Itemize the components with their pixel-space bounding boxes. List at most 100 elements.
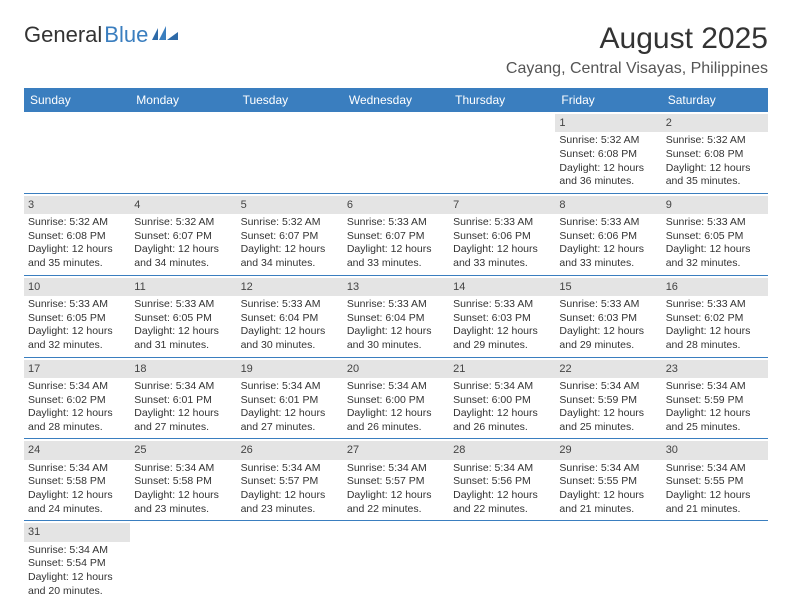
day-details: Sunrise: 5:33 AMSunset: 6:05 PMDaylight:… — [666, 216, 764, 271]
day-number: 18 — [130, 360, 236, 378]
weekday-header: Friday — [555, 88, 661, 112]
day-cell: 14 Sunrise: 5:33 AMSunset: 6:03 PMDayligh… — [449, 276, 555, 357]
day-cell: 20Sunrise: 5:34 AMSunset: 6:00 PMDayligh… — [343, 358, 449, 439]
day-details: Sunrise: 5:34 AMSunset: 5:58 PMDaylight:… — [134, 462, 232, 517]
week-row: 31 Sunrise: 5:34 AMSunset: 5:54 PMDayligh… — [24, 521, 768, 602]
page-root: GeneralBlue August 2025 Cayang, Central … — [0, 0, 792, 612]
day-number: 17 — [24, 360, 130, 378]
day-cell: 17 Sunrise: 5:34 AMSunset: 6:02 PMDayligh… — [24, 358, 130, 439]
logo: GeneralBlue — [24, 22, 178, 48]
day-details: Sunrise: 5:33 AMSunset: 6:03 PMDaylight:… — [453, 298, 551, 353]
day-cell: 5Sunrise: 5:32 AMSunset: 6:07 PMDaylight… — [237, 194, 343, 275]
day-details: Sunrise: 5:32 AMSunset: 6:08 PMDaylight:… — [559, 134, 657, 189]
day-number: 11 — [130, 278, 236, 296]
empty-cell — [662, 521, 768, 602]
day-number: 15 — [555, 278, 661, 296]
day-details: Sunrise: 5:33 AMSunset: 6:06 PMDaylight:… — [453, 216, 551, 271]
empty-cell — [343, 521, 449, 602]
day-cell: 25 Sunrise: 5:34 AMSunset: 5:58 PMDayligh… — [130, 439, 236, 520]
day-number: 19 — [237, 360, 343, 378]
day-details: Sunrise: 5:34 AMSunset: 5:58 PMDaylight:… — [28, 462, 126, 517]
day-cell: 2Sunrise: 5:32 AMSunset: 6:08 PMDaylight… — [662, 112, 768, 193]
empty-cell — [237, 112, 343, 193]
day-cell: 28 Sunrise: 5:34 AMSunset: 5:56 PMDayligh… — [449, 439, 555, 520]
day-details: Sunrise: 5:34 AMSunset: 5:56 PMDaylight:… — [453, 462, 551, 517]
logo-text-2: Blue — [104, 22, 148, 48]
logo-text-1: General — [24, 22, 102, 48]
day-details: Sunrise: 5:34 AMSunset: 5:55 PMDaylight:… — [666, 462, 764, 517]
day-details: Sunrise: 5:33 AMSunset: 6:05 PMDaylight:… — [134, 298, 232, 353]
week-row: 24Sunrise: 5:34 AMSunset: 5:58 PMDayligh… — [24, 439, 768, 521]
week-row: 3Sunrise: 5:32 AMSunset: 6:08 PMDaylight… — [24, 194, 768, 276]
day-number: 28 — [449, 441, 555, 459]
empty-cell — [343, 112, 449, 193]
day-cell: 7 Sunrise: 5:33 AMSunset: 6:06 PMDaylight… — [449, 194, 555, 275]
logo-flag-icon — [152, 26, 178, 44]
weekday-header: Sunday — [24, 88, 130, 112]
day-details: Sunrise: 5:34 AMSunset: 5:55 PMDaylight:… — [559, 462, 657, 517]
day-details: Sunrise: 5:34 AMSunset: 6:01 PMDaylight:… — [134, 380, 232, 435]
day-number: 12 — [237, 278, 343, 296]
header: GeneralBlue August 2025 Cayang, Central … — [24, 22, 768, 78]
weekday-header: Wednesday — [343, 88, 449, 112]
day-number: 2 — [662, 114, 768, 132]
day-details: Sunrise: 5:34 AMSunset: 5:59 PMDaylight:… — [666, 380, 764, 435]
day-number: 22 — [555, 360, 661, 378]
day-details: Sunrise: 5:34 AMSunset: 6:02 PMDaylight:… — [28, 380, 126, 435]
day-cell: 22 Sunrise: 5:34 AMSunset: 5:59 PMDayligh… — [555, 358, 661, 439]
day-cell: 3Sunrise: 5:32 AMSunset: 6:08 PMDaylight… — [24, 194, 130, 275]
day-cell: 24 Sunrise: 5:34 AMSunset: 5:58 PMDayligh… — [24, 439, 130, 520]
day-details: Sunrise: 5:32 AMSunset: 6:07 PMDaylight:… — [134, 216, 232, 271]
week-row: 10Sunrise: 5:33 AMSunset: 6:05 PMDayligh… — [24, 276, 768, 358]
day-number: 8 — [555, 196, 661, 214]
day-number: 14 — [449, 278, 555, 296]
day-cell: 26 Sunrise: 5:34 AMSunset: 5:57 PMDayligh… — [237, 439, 343, 520]
weekday-header-row: SundayMondayTuesdayWednesdayThursdayFrid… — [24, 88, 768, 112]
calendar: SundayMondayTuesdayWednesdayThursdayFrid… — [24, 88, 768, 602]
day-details: Sunrise: 5:33 AMSunset: 6:02 PMDaylight:… — [666, 298, 764, 353]
day-number: 13 — [343, 278, 449, 296]
day-number: 31 — [24, 523, 130, 541]
weekday-header: Tuesday — [237, 88, 343, 112]
week-row: 17 Sunrise: 5:34 AMSunset: 6:02 PMDayligh… — [24, 358, 768, 440]
empty-cell — [130, 521, 236, 602]
weekday-header: Saturday — [662, 88, 768, 112]
day-cell: 4 Sunrise: 5:32 AMSunset: 6:07 PMDaylight… — [130, 194, 236, 275]
day-details: Sunrise: 5:34 AMSunset: 6:01 PMDaylight:… — [241, 380, 339, 435]
empty-cell — [130, 112, 236, 193]
day-details: Sunrise: 5:33 AMSunset: 6:04 PMDaylight:… — [241, 298, 339, 353]
day-details: Sunrise: 5:32 AMSunset: 6:08 PMDaylight:… — [28, 216, 126, 271]
day-number: 26 — [237, 441, 343, 459]
empty-cell — [449, 112, 555, 193]
day-number: 25 — [130, 441, 236, 459]
day-details: Sunrise: 5:33 AMSunset: 6:03 PMDaylight:… — [559, 298, 657, 353]
title-block: August 2025 Cayang, Central Visayas, Phi… — [506, 22, 768, 78]
day-cell: 31 Sunrise: 5:34 AMSunset: 5:54 PMDayligh… — [24, 521, 130, 602]
day-cell: 8Sunrise: 5:33 AMSunset: 6:06 PMDaylight… — [555, 194, 661, 275]
day-number: 27 — [343, 441, 449, 459]
day-details: Sunrise: 5:34 AMSunset: 5:54 PMDaylight:… — [28, 544, 126, 599]
day-number: 29 — [555, 441, 661, 459]
day-number: 4 — [130, 196, 236, 214]
day-number: 5 — [237, 196, 343, 214]
day-number: 7 — [449, 196, 555, 214]
day-details: Sunrise: 5:33 AMSunset: 6:07 PMDaylight:… — [347, 216, 445, 271]
day-number: 24 — [24, 441, 130, 459]
week-row: 1 Sunrise: 5:32 AMSunset: 6:08 PMDaylight… — [24, 112, 768, 194]
empty-cell — [555, 521, 661, 602]
day-details: Sunrise: 5:34 AMSunset: 5:59 PMDaylight:… — [559, 380, 657, 435]
day-cell: 15 Sunrise: 5:33 AMSunset: 6:03 PMDayligh… — [555, 276, 661, 357]
day-number: 10 — [24, 278, 130, 296]
day-details: Sunrise: 5:34 AMSunset: 5:57 PMDaylight:… — [347, 462, 445, 517]
day-cell: 16Sunrise: 5:33 AMSunset: 6:02 PMDayligh… — [662, 276, 768, 357]
day-cell: 30Sunrise: 5:34 AMSunset: 5:55 PMDayligh… — [662, 439, 768, 520]
day-details: Sunrise: 5:34 AMSunset: 5:57 PMDaylight:… — [241, 462, 339, 517]
day-cell: 18 Sunrise: 5:34 AMSunset: 6:01 PMDayligh… — [130, 358, 236, 439]
day-cell: 10Sunrise: 5:33 AMSunset: 6:05 PMDayligh… — [24, 276, 130, 357]
day-number: 21 — [449, 360, 555, 378]
day-number: 1 — [555, 114, 661, 132]
empty-cell — [449, 521, 555, 602]
day-cell: 12 Sunrise: 5:33 AMSunset: 6:04 PMDayligh… — [237, 276, 343, 357]
weeks-container: 1 Sunrise: 5:32 AMSunset: 6:08 PMDaylight… — [24, 112, 768, 602]
day-cell: 29 Sunrise: 5:34 AMSunset: 5:55 PMDayligh… — [555, 439, 661, 520]
